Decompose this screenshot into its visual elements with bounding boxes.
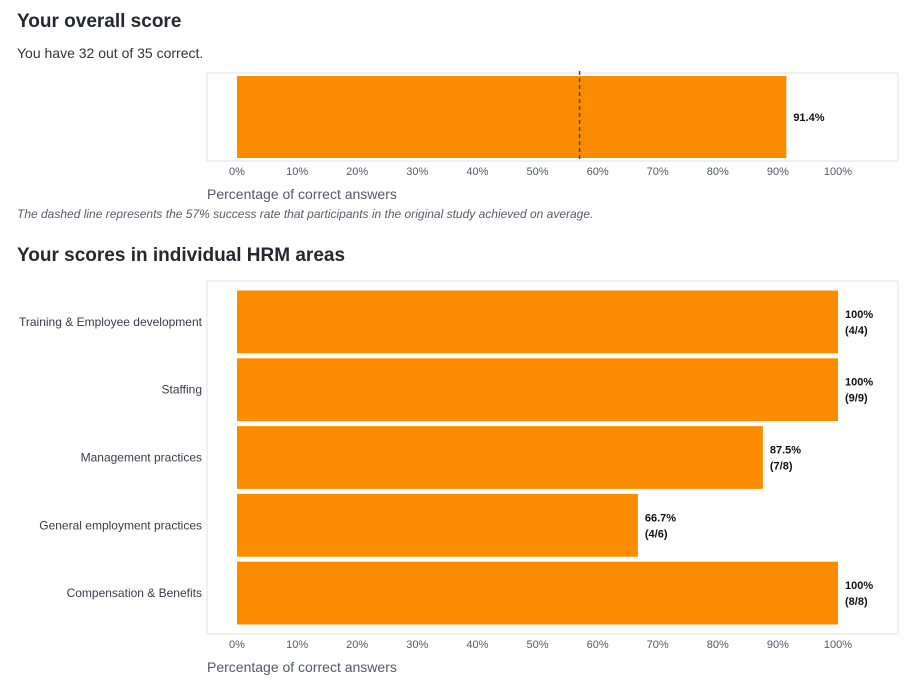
bar [237, 426, 763, 489]
category-label: Staffing [162, 383, 202, 397]
x-tick-label: 40% [466, 166, 488, 178]
bar-value-label: 87.5% [770, 445, 801, 457]
overall-score-chart: 91.4% 0% 10% 20% 30% 40% 50% 60% 70% 80% 90% 100% [206, 71, 899, 178]
bar-value-label: 100% [845, 377, 873, 389]
bar [237, 358, 838, 422]
bar [237, 76, 787, 158]
bar-value-label: (8/8) [845, 596, 868, 608]
x-tick-label: 20% [346, 166, 368, 178]
plot-frame [206, 72, 899, 162]
category-label: Training & Employee development [19, 315, 203, 329]
bar-value-label: (7/8) [770, 461, 793, 473]
x-tick-label: 80% [707, 166, 729, 178]
x-tick-label: 0% [229, 166, 245, 178]
x-tick-label: 50% [526, 166, 548, 178]
bar [237, 493, 638, 557]
bar-value-label: 66.7% [645, 512, 676, 524]
areas-x-axis-title: Percentage of correct answers [207, 659, 397, 675]
bar [237, 290, 838, 354]
x-tick-label: 90% [767, 166, 789, 178]
x-tick-label: 20% [346, 639, 368, 651]
x-tick-label: 10% [286, 166, 308, 178]
areas-heading: Your scores in individual HRM areas [17, 245, 346, 266]
bar-value-label: 100% [845, 309, 873, 321]
bar-value-label: (9/9) [845, 393, 868, 405]
x-tick-label: 70% [647, 639, 669, 651]
x-tick-label: 40% [466, 639, 488, 651]
reference-line-note: The dashed line represents the 57% succe… [17, 207, 594, 221]
x-tick-label: 30% [406, 166, 428, 178]
x-tick-label: 30% [406, 639, 428, 651]
overall-x-axis-title: Percentage of correct answers [207, 186, 397, 202]
x-tick-label: 100% [824, 639, 852, 651]
category-label: Management practices [81, 451, 202, 465]
x-tick-label: 60% [587, 639, 609, 651]
category-label: Compensation & Benefits [67, 586, 202, 600]
x-tick-label: 80% [707, 639, 729, 651]
bar-value-label: 91.4% [793, 112, 824, 124]
bar-value-label: (4/6) [645, 528, 668, 540]
x-tick-label: 0% [229, 639, 245, 651]
plot-frame [206, 280, 899, 635]
category-label: General employment practices [39, 518, 202, 532]
x-tick-label: 50% [526, 639, 548, 651]
x-tick-label: 100% [824, 166, 852, 178]
x-tick-label: 60% [587, 166, 609, 178]
bar [237, 561, 838, 625]
x-tick-label: 70% [647, 166, 669, 178]
x-tick-label: 90% [767, 639, 789, 651]
bar-value-label: (4/4) [845, 325, 868, 337]
overall-score-summary: You have 32 out of 35 correct. [17, 45, 204, 61]
x-tick-label: 10% [286, 639, 308, 651]
bar-value-label: 100% [845, 580, 873, 592]
hrm-areas-chart: 100% (4/4) Training & Employee development… [19, 280, 899, 651]
overall-score-heading: Your overall score [17, 11, 182, 32]
